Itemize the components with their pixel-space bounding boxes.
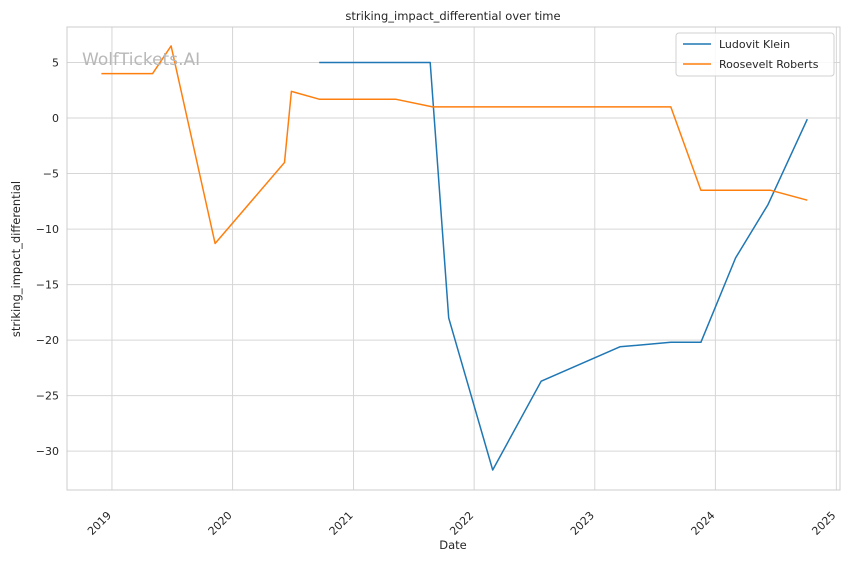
x-tick-label: 2025 <box>809 509 838 538</box>
x-tick-label: 2019 <box>85 509 114 538</box>
watermark-text: WolfTickets.AI <box>82 50 200 70</box>
plot-frame <box>66 26 841 491</box>
legend-label-ludovit-klein: Ludovit Klein <box>719 38 790 51</box>
legend-box <box>675 32 835 77</box>
y-tick-label: 0 <box>52 112 59 125</box>
series-lines <box>101 45 808 471</box>
series-line-ludovit-klein <box>319 61 808 471</box>
y-axis-label: striking_impact_differential <box>9 181 23 337</box>
y-tick-label: 5 <box>52 57 59 70</box>
chart-title: striking_impact_differential over time <box>345 9 560 23</box>
grid-lines <box>67 27 840 490</box>
x-tick-label: 2024 <box>689 509 718 538</box>
x-tick-label: 2021 <box>327 509 356 538</box>
legend-label-roosevelt-roberts: Roosevelt Roberts <box>719 58 819 71</box>
x-tick-label: 2020 <box>206 509 235 538</box>
plot-background <box>67 27 840 490</box>
legend: Ludovit Klein Roosevelt Roberts <box>675 32 835 77</box>
x-tick-label: 2023 <box>568 509 597 538</box>
y-tick-label: −25 <box>36 390 59 403</box>
y-tick-label: −30 <box>36 445 59 458</box>
x-tick-label: 2022 <box>447 509 476 538</box>
y-tick-label: −10 <box>36 223 59 236</box>
y-tick-label: −15 <box>36 279 59 292</box>
y-tick-label: −20 <box>36 334 59 347</box>
series-line-roosevelt-roberts <box>101 45 808 245</box>
y-tick-label: −5 <box>43 168 59 181</box>
x-axis-label: Date <box>439 538 467 552</box>
